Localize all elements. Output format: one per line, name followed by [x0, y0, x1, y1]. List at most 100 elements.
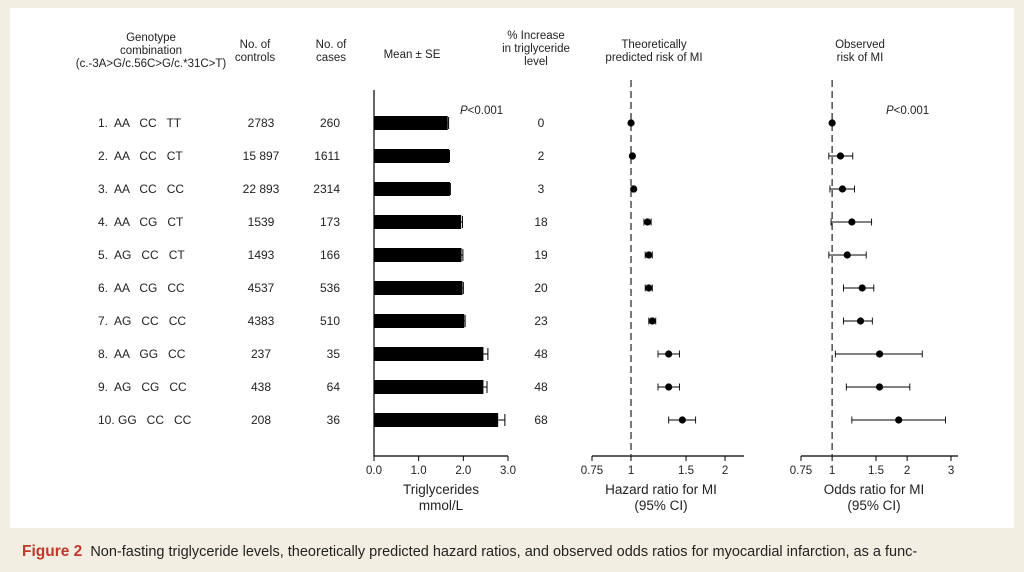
header-cases-line: cases — [316, 52, 346, 64]
odds-x-tick-label: 2 — [904, 465, 910, 477]
odds-x-tick-label: 0.75 — [790, 465, 812, 477]
odds-point — [895, 416, 903, 424]
bar-x-axis-unit: mmol/L — [419, 498, 464, 513]
odds-point — [875, 350, 884, 358]
row-cases-count: 35 — [327, 347, 341, 361]
row-controls-count: 237 — [251, 347, 271, 361]
odds-point — [843, 251, 851, 259]
header-genotype-line: Genotype — [126, 32, 176, 44]
odds-x-tick-label: 3 — [948, 465, 954, 477]
odds-x-tick-label: 1 — [829, 465, 835, 477]
header-genotype-line: combination — [120, 45, 182, 57]
header-observed-line: Observed — [835, 39, 885, 51]
row-cases-count: 510 — [320, 314, 340, 328]
header-increase-line: in triglyceride — [502, 43, 570, 55]
hazard-point — [665, 350, 673, 358]
triglyceride-bar — [374, 182, 450, 196]
row-controls-count: 2783 — [248, 116, 275, 130]
row-increase-value: 23 — [534, 314, 548, 328]
row-cases-count: 260 — [320, 116, 340, 130]
row-controls-count: 22 893 — [243, 182, 280, 196]
odds-point — [858, 284, 866, 292]
odds-point — [848, 218, 856, 226]
triglyceride-bar — [374, 380, 484, 394]
row-cases-count: 64 — [327, 380, 341, 394]
row-increase-value: 20 — [534, 281, 548, 295]
row-controls-count: 15 897 — [243, 149, 280, 163]
row-controls-count: 1493 — [248, 248, 275, 262]
header-increase-line: level — [524, 56, 548, 68]
row-increase-value: 48 — [534, 380, 548, 394]
hazard-point — [645, 251, 653, 259]
row-increase-value: 48 — [534, 347, 548, 361]
triglyceride-bar — [374, 314, 465, 328]
triglyceride-bar — [374, 347, 484, 361]
row-genotype-label: 5. AG CC CT — [98, 248, 185, 262]
header-genotype-line: (c.-3A>G/c.56C>G/c.*31C>T) — [76, 58, 227, 70]
row-controls-count: 208 — [251, 413, 271, 427]
figure-caption: Figure 2 Non-fasting triglyceride levels… — [22, 543, 917, 561]
row-genotype-label: 8. AA GG CC — [98, 347, 186, 361]
header-predicted-line: predicted risk of MI — [605, 52, 702, 64]
bar-x-axis-label: Triglycerides — [403, 482, 479, 497]
row-genotype-label: 7. AG CC CC — [98, 314, 186, 328]
row-increase-value: 3 — [538, 182, 545, 196]
hazard-point — [628, 152, 636, 160]
triglyceride-bar — [374, 281, 463, 295]
row-genotype-label: 2. AA CC CT — [98, 149, 183, 163]
row-cases-count: 166 — [320, 248, 340, 262]
bar-x-tick-label: 0.0 — [366, 465, 382, 477]
bar-x-tick-label: 3.0 — [500, 465, 516, 477]
header-controls-line: No. of — [240, 39, 271, 51]
triglyceride-bar — [374, 248, 462, 262]
hazard-point — [643, 218, 652, 226]
odds-point — [828, 119, 836, 127]
row-increase-value: 68 — [534, 413, 548, 427]
caption-text: Non-fasting triglyceride levels, theoret… — [90, 544, 918, 560]
row-controls-count: 438 — [251, 380, 271, 394]
hazard-x-tick-label: 2 — [722, 465, 728, 477]
header-predicted-line: Theoretically — [621, 39, 686, 51]
odds-point — [836, 152, 845, 160]
header-mean: Mean ± SE — [384, 49, 441, 61]
row-genotype-label: 10. GG CC CC — [98, 413, 192, 427]
caption-label: Figure 2 — [22, 543, 83, 560]
bar-p-value-annotation: P<0.001 — [460, 105, 503, 117]
odds-point — [838, 185, 847, 193]
row-cases-count: 36 — [327, 413, 341, 427]
header-cases-line: No. of — [316, 39, 347, 51]
row-genotype-label: 6. AA CG CC — [98, 281, 185, 295]
row-genotype-label: 3. AA CC CC — [98, 182, 184, 196]
bar-x-tick-label: 2.0 — [455, 465, 471, 477]
odds-x-axis-label: Odds ratio for MI — [824, 482, 925, 497]
row-increase-value: 2 — [538, 149, 545, 163]
row-increase-value: 0 — [538, 116, 545, 130]
hazard-point — [627, 119, 635, 127]
odds-point — [875, 383, 884, 391]
row-genotype-label: 4. AA CG CT — [98, 215, 184, 229]
row-controls-count: 1539 — [248, 215, 275, 229]
odds-x-tick-label: 1.5 — [868, 465, 884, 477]
triglyceride-bar — [374, 116, 448, 130]
row-cases-count: 536 — [320, 281, 340, 295]
hazard-x-tick-label: 0.75 — [581, 465, 603, 477]
hazard-x-tick-label: 1.5 — [678, 465, 694, 477]
triglyceride-bar — [374, 215, 462, 229]
odds-p-value-annotation: P<0.001 — [886, 105, 929, 117]
odds-point — [856, 317, 865, 325]
row-cases-count: 173 — [320, 215, 340, 229]
row-controls-count: 4383 — [248, 314, 275, 328]
row-increase-value: 19 — [534, 248, 548, 262]
hazard-point — [648, 317, 656, 325]
bar-x-tick-label: 1.0 — [411, 465, 427, 477]
hazard-x-tick-label: 1 — [628, 465, 634, 477]
row-genotype-label: 1. AA CC TT — [98, 116, 182, 130]
row-increase-value: 18 — [534, 215, 548, 229]
hazard-x-axis-unit: (95% CI) — [634, 498, 687, 513]
hazard-point — [665, 383, 673, 391]
row-cases-count: 2314 — [313, 182, 340, 196]
header-controls-line: controls — [235, 52, 276, 64]
hazard-point — [645, 284, 653, 292]
triglyceride-bar — [374, 149, 450, 163]
row-controls-count: 4537 — [248, 281, 275, 295]
